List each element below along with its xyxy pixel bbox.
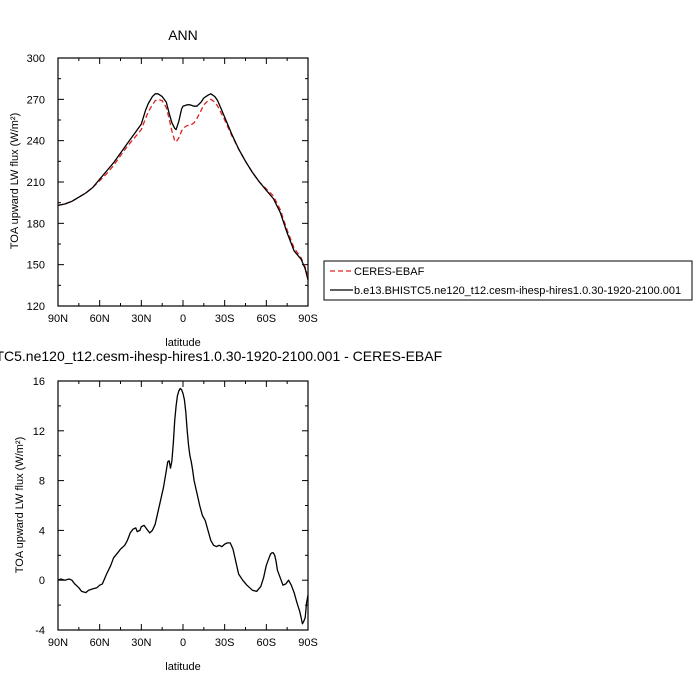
y-tick-label: 4 bbox=[39, 525, 45, 537]
y-tick-label: -4 bbox=[35, 625, 45, 637]
y-tick-label: 180 bbox=[27, 218, 45, 230]
x-tick-label: 30S bbox=[215, 637, 235, 649]
legend-label-ceres: CERES-EBAF bbox=[354, 266, 425, 278]
y-tick-label: 120 bbox=[27, 301, 45, 313]
series-line-ceres bbox=[57, 98, 309, 278]
x-tick-label: 30S bbox=[215, 313, 235, 325]
legend: CERES-EBAF b.e13.BHISTC5.ne120_t12.cesm-… bbox=[323, 260, 693, 301]
x-tick-label: 90N bbox=[48, 313, 68, 325]
x-tick-label: 30N bbox=[131, 637, 151, 649]
plot-frame bbox=[57, 380, 309, 631]
x-tick-label: 90S bbox=[298, 637, 318, 649]
x-tick-label: 60S bbox=[257, 313, 277, 325]
y-tick-label: 8 bbox=[39, 476, 45, 488]
series-line-model bbox=[57, 387, 309, 625]
x-tick-label: 0 bbox=[180, 637, 186, 649]
x-tick-label: 0 bbox=[180, 313, 186, 325]
x-axis-label: latitude bbox=[165, 337, 200, 349]
y-axis-label: TOA upward LW flux (W/m²) bbox=[9, 113, 21, 250]
plot-frame bbox=[57, 57, 309, 307]
y-tick-label: 12 bbox=[33, 426, 45, 438]
y-tick-label: 150 bbox=[27, 260, 45, 272]
y-axis-label: TOA upward LW flux (W/m²) bbox=[14, 437, 26, 574]
panel-top: ANN 90N 60N 30N 0 30S 60S 90S 120 150 180 210 240 27… bbox=[9, 27, 693, 349]
chart-title: b.e13.BHISTC5.ne120_t12.cesm-ihesp-hires… bbox=[0, 348, 442, 364]
x-tick-label: 30N bbox=[131, 313, 151, 325]
plot-area: 90N 60N 30N 0 30S 60S 90S -4 0 4 8 12 16 bbox=[33, 376, 318, 649]
x-tick-label: 60N bbox=[90, 313, 110, 325]
x-tick-label: 90N bbox=[48, 637, 68, 649]
y-tick-label: 300 bbox=[27, 53, 45, 65]
y-tick-label: 210 bbox=[27, 177, 45, 189]
x-tick-label: 60N bbox=[90, 637, 110, 649]
x-axis-label: latitude bbox=[165, 661, 200, 673]
x-tick-label: 60S bbox=[257, 637, 277, 649]
y-tick-label: 0 bbox=[39, 575, 45, 587]
x-tick-label: 90S bbox=[298, 313, 318, 325]
panel-bottom: b.e13.BHISTC5.ne120_t12.cesm-ihesp-hires… bbox=[0, 348, 442, 673]
y-tick-label: 270 bbox=[27, 94, 45, 106]
y-tick-label: 16 bbox=[33, 376, 45, 388]
y-tick-label: 240 bbox=[27, 136, 45, 148]
legend-label-model: b.e13.BHISTC5.ne120_t12.cesm-ihesp-hires… bbox=[354, 285, 681, 297]
chart-title: ANN bbox=[168, 27, 198, 43]
plot-area: 90N 60N 30N 0 30S 60S 90S 120 150 180 210 240 270 300 bbox=[27, 53, 318, 325]
legend-box bbox=[323, 260, 693, 301]
series-line-model bbox=[57, 93, 309, 280]
